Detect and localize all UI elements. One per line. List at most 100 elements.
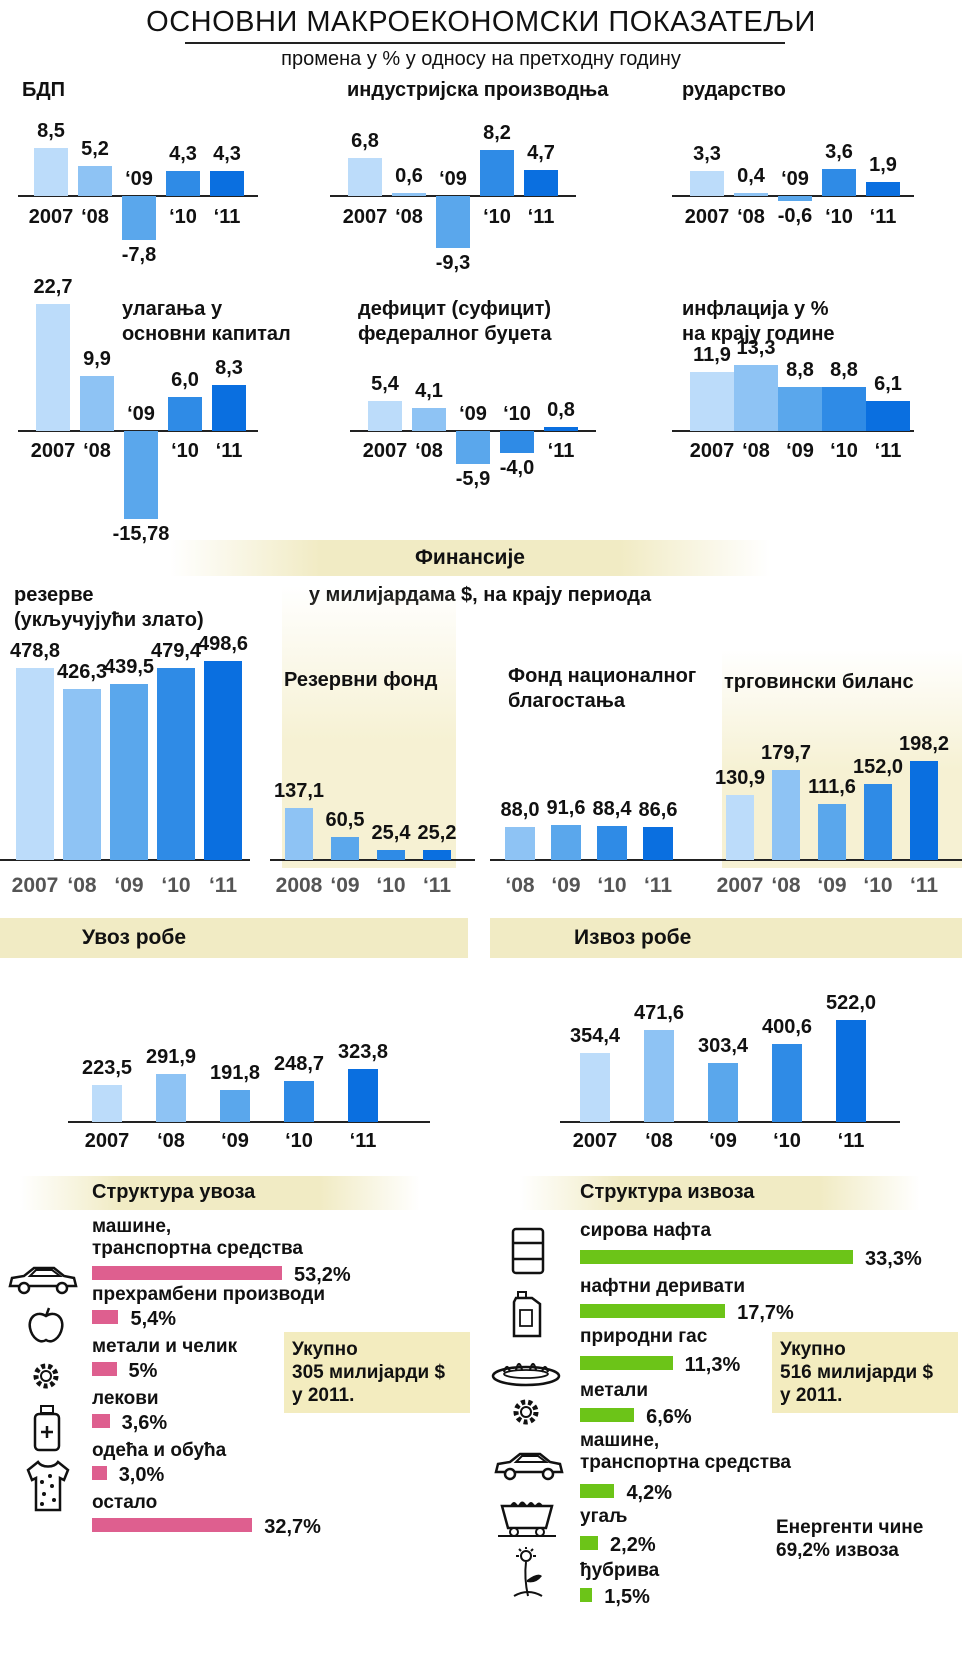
welfare_fund-tick-label: ‘11 (643, 874, 673, 897)
mining-bar (866, 181, 900, 196)
industry-bar (348, 157, 382, 196)
mining-data-label: 0,4 (737, 165, 765, 187)
finance-header-band (170, 540, 770, 576)
industry-data-label: 8,2 (483, 122, 511, 145)
welfare_fund-data-label: 88,4 (592, 798, 632, 821)
mining-tick-label: 2007 (684, 206, 730, 228)
reserves-data-label: 426,3 (56, 661, 108, 684)
export-item-bar (580, 1536, 599, 1550)
exports-tick-label: ‘11 (837, 1130, 865, 1152)
exports-data-label: 522,0 (825, 992, 877, 1015)
export-item-value: 6,6% (646, 1406, 692, 1428)
imports-data-label: 223,5 (81, 1057, 133, 1080)
import-item-name: лекови (92, 1388, 159, 1409)
import-item-name: одећа и обућа (92, 1440, 227, 1461)
apple-icon (28, 1307, 64, 1343)
reserves-bar (157, 668, 195, 860)
car-icon (494, 1452, 564, 1481)
industry-tick-label: ‘11 (527, 206, 555, 228)
imports-tick-label: ‘08 (157, 1130, 185, 1152)
industry-tick-label: ‘08 (395, 206, 423, 228)
export-item-value: 17,7% (737, 1302, 794, 1324)
trade_balance-bar (726, 794, 754, 860)
budget-tick-label: ‘10 (503, 403, 531, 425)
imports-tick-label: ‘11 (349, 1130, 377, 1152)
gear-icon (33, 1363, 59, 1389)
export-total-note: Укупно 516 милијарди $ у 2011. (772, 1332, 958, 1413)
budget-data-label: -4,0 (499, 457, 535, 480)
imports-header-band (0, 918, 468, 958)
inflation-data-label: 6,1 (874, 372, 902, 395)
inflation-data-label: 8,8 (786, 359, 814, 381)
inflation-chart-title: инфлација у % на крају године (682, 298, 835, 345)
imports-tick-label: ‘09 (221, 1130, 249, 1152)
welfare_fund-tick-label: ‘08 (505, 874, 535, 897)
car-icon (8, 1266, 78, 1295)
welfare_fund-bar (551, 825, 581, 860)
gdp-data-label: 8,5 (37, 119, 65, 142)
reserves-bar (63, 689, 101, 860)
investment-tick-label: ‘10 (171, 440, 199, 462)
exports-bar (708, 1062, 738, 1122)
imports-data-label: 191,8 (209, 1062, 261, 1085)
gdp-tick-label: 2007 (28, 206, 74, 228)
import-structure-band (20, 1176, 420, 1210)
reserve_fund-bar (377, 850, 405, 860)
investment-bar (212, 384, 246, 431)
investment-tick-label: ‘11 (215, 440, 243, 462)
welfare_fund-data-label: 88,0 (500, 798, 540, 821)
reserves-baseline (0, 859, 250, 861)
reserve_fund-baseline (270, 859, 475, 861)
gdp-tick-label: ‘09 (125, 168, 153, 190)
export-item-value: 4,2% (626, 1482, 673, 1504)
gdp-tick-label: ‘10 (169, 206, 197, 228)
investment-data-label: 6,0 (171, 369, 199, 392)
reserve_fund-data-label: 25,2 (417, 822, 457, 845)
trade_balance-tick-label: ‘09 (817, 874, 847, 897)
trade_balance-tick-label: 2007 (716, 874, 764, 897)
export-item-bar (580, 1250, 854, 1264)
imports-bar (156, 1073, 186, 1122)
industry-tick-label: 2007 (342, 206, 388, 228)
tshirt-icon (26, 1460, 70, 1512)
trade_balance-tick-label: ‘08 (771, 874, 801, 897)
reserve_fund-bar (331, 837, 359, 860)
reserves-bar (16, 668, 54, 860)
export-item-name: метали (580, 1380, 648, 1401)
welfare_fund-bar (505, 826, 535, 860)
budget-data-label: -5,9 (455, 468, 491, 491)
exports-bar (836, 1020, 866, 1122)
export-item-value: 1,5% (604, 1586, 650, 1608)
exports-tick-label: 2007 (572, 1130, 618, 1152)
import-item-bar (92, 1466, 107, 1480)
imports-bar (284, 1080, 314, 1122)
import-item-bar (92, 1266, 282, 1280)
mining-data-label: 3,3 (693, 143, 721, 166)
reserves-chart-title: резерве (укључујући злато) (14, 584, 204, 631)
jerrycan-icon (512, 1291, 542, 1338)
oil-barrel-icon (511, 1227, 545, 1275)
gdp-data-label: 5,2 (81, 138, 109, 161)
investment-data-label: 22,7 (33, 275, 73, 298)
industry-data-label: 0,6 (395, 164, 423, 187)
import-item-name: метали и челик (92, 1336, 238, 1357)
investment-chart-title: улагања у основни капитал (122, 298, 291, 345)
investment-bar (36, 303, 70, 431)
mining-bar (734, 193, 768, 196)
inflation-tick-label: ‘08 (742, 440, 770, 462)
import-item-value: 5% (128, 1360, 158, 1382)
import-item-bar (92, 1310, 119, 1324)
trade_balance-data-label: 152,0 (852, 756, 904, 778)
investment-bar (80, 375, 114, 431)
export-item-name: сирова нафта (580, 1220, 712, 1241)
reserve_fund-tick-label: ‘10 (376, 874, 406, 897)
welfare_fund-data-label: 91,6 (546, 797, 586, 820)
gdp-bar (166, 171, 200, 196)
industry-tick-label: ‘10 (483, 206, 511, 228)
inflation-tick-label: ‘11 (874, 440, 902, 462)
export-structure-band (520, 1176, 920, 1210)
coal-cart-icon (498, 1501, 556, 1537)
inflation-data-label: 11,9 (693, 343, 731, 366)
exports-header-band (490, 918, 962, 958)
gdp-tick-label: ‘08 (81, 206, 109, 228)
